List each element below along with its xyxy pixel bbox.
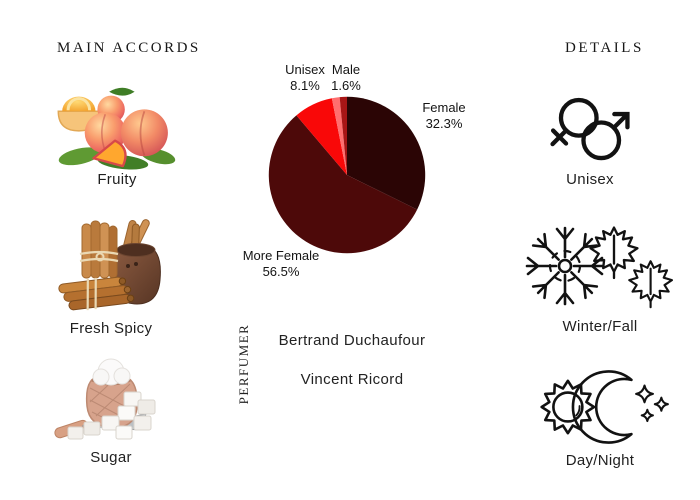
- peaches-image: [57, 87, 176, 170]
- detail-label-unisex: Unisex: [566, 171, 614, 188]
- sugar-image: [54, 354, 164, 442]
- maple-leaf-icon: [628, 260, 673, 309]
- sun-moon-icon: [540, 370, 669, 444]
- fresh-spicy-image: [56, 216, 166, 318]
- unisex-detail: [543, 86, 637, 174]
- pie-chart-svg: [268, 96, 426, 254]
- snowflake-maple-leaves-icon: [525, 226, 673, 309]
- winter-fall-detail: [520, 218, 688, 310]
- pie-label-male: Male 1.6%: [331, 62, 361, 93]
- moon-icon: [571, 370, 633, 444]
- pie-label-unisex: Unisex 8.1%: [285, 62, 325, 93]
- pie-label-female: Female 32.3%: [422, 100, 466, 131]
- fruity-image: [52, 78, 182, 170]
- detail-label-day-night: Day/Night: [565, 452, 635, 469]
- main-accords-header: MAIN ACCORDS: [57, 40, 201, 56]
- sun-icon: [540, 379, 596, 435]
- detail-label-winter-fall: Winter/Fall: [562, 318, 638, 335]
- details-header: DETAILS: [565, 40, 644, 56]
- day-night-detail: [534, 364, 684, 450]
- gender-pie-chart: [268, 96, 426, 254]
- accord-label-fresh-spicy: Fresh Spicy: [69, 320, 153, 337]
- accord-label-sugar: Sugar: [90, 449, 132, 466]
- accord-label-fruity: Fruity: [97, 171, 137, 188]
- perfumer-name-2: Vincent Ricord: [300, 371, 404, 388]
- sparkle-stars-icon: [635, 384, 669, 423]
- sugar-sack-cubes-image: [54, 358, 156, 440]
- perfumer-name-1: Bertrand Duchaufour: [278, 332, 426, 349]
- cinnamon-sticks-image: [58, 219, 161, 311]
- snowflake-icon: [525, 226, 605, 306]
- pie-label-more-female: More Female 56.5%: [242, 248, 320, 279]
- unisex-gender-icon: [550, 97, 630, 161]
